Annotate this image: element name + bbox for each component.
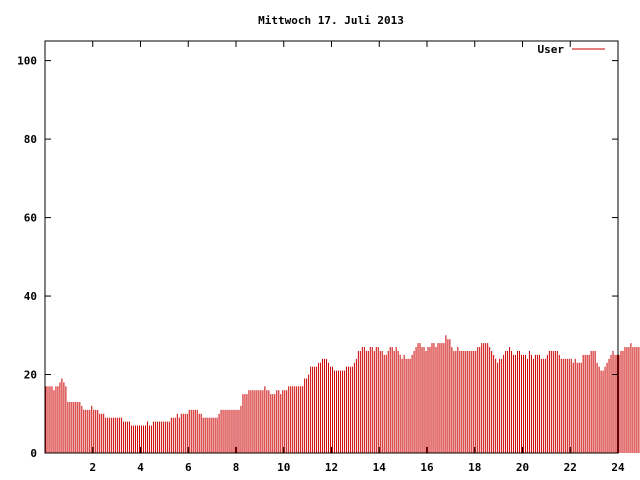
x-tick-label: 20 — [516, 461, 529, 474]
y-tick-label: 80 — [24, 133, 37, 146]
x-tick-label: 22 — [564, 461, 577, 474]
x-tick-label: 14 — [373, 461, 387, 474]
legend: User — [538, 43, 605, 56]
plot-frame — [44, 40, 619, 454]
chart-title: Mittwoch 17. Juli 2013 — [258, 14, 404, 27]
x-tick-label: 24 — [611, 461, 625, 474]
bars-group — [45, 335, 640, 453]
x-tick-label: 4 — [137, 461, 144, 474]
x-tick-label: 12 — [325, 461, 338, 474]
y-tick-label: 0 — [30, 447, 37, 460]
x-tick-label: 10 — [277, 461, 290, 474]
x-tick-label: 16 — [420, 461, 434, 474]
y-tick-label: 100 — [17, 55, 37, 68]
x-tick-label: 2 — [89, 461, 96, 474]
x-tick-label: 18 — [468, 461, 481, 474]
y-tick-label: 20 — [24, 369, 37, 382]
y-tick-label: 40 — [24, 290, 37, 303]
x-tick-label: 6 — [185, 461, 192, 474]
legend-label-user: User — [538, 43, 565, 56]
y-tick-label: 60 — [24, 212, 37, 225]
x-tick-label: 8 — [233, 461, 240, 474]
